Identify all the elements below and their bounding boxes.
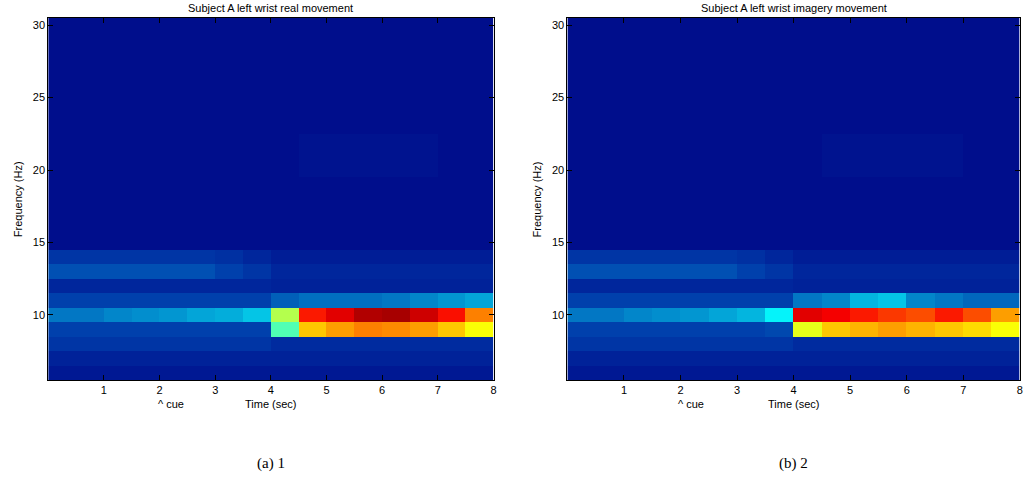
svg-text:Time (sec): Time (sec) — [768, 398, 820, 410]
svg-text:3: 3 — [212, 384, 218, 396]
svg-text:Subject A left wrist imagery m: Subject A left wrist imagery movement — [701, 2, 887, 14]
svg-text:2: 2 — [156, 384, 162, 396]
svg-text:20: 20 — [33, 164, 45, 176]
svg-text:^ cue: ^ cue — [158, 398, 184, 410]
svg-text:5: 5 — [323, 384, 329, 396]
svg-text:7: 7 — [960, 384, 966, 396]
svg-text:1: 1 — [101, 384, 107, 396]
svg-text:8: 8 — [490, 384, 496, 396]
svg-text:5: 5 — [847, 384, 853, 396]
svg-text:4: 4 — [268, 384, 274, 396]
svg-text:30: 30 — [33, 19, 45, 31]
svg-text:15: 15 — [552, 236, 564, 248]
svg-text:20: 20 — [552, 164, 564, 176]
svg-text:25: 25 — [552, 91, 564, 103]
svg-text:Subject A left wrist real move: Subject A left wrist real movement — [188, 2, 353, 14]
svg-text:(a) 1: (a) 1 — [257, 455, 285, 472]
svg-text:Time (sec): Time (sec) — [245, 398, 297, 410]
svg-text:4: 4 — [791, 384, 797, 396]
svg-text:6: 6 — [904, 384, 910, 396]
svg-text:25: 25 — [33, 91, 45, 103]
svg-text:8: 8 — [1017, 384, 1023, 396]
svg-text:^ cue: ^ cue — [678, 398, 704, 410]
svg-text:Frequency (Hz): Frequency (Hz) — [12, 161, 24, 237]
svg-text:7: 7 — [435, 384, 441, 396]
svg-text:3: 3 — [734, 384, 740, 396]
svg-text:30: 30 — [552, 19, 564, 31]
svg-text:10: 10 — [33, 309, 45, 321]
svg-text:6: 6 — [379, 384, 385, 396]
svg-text:Frequency (Hz): Frequency (Hz) — [531, 162, 543, 238]
svg-text:1: 1 — [621, 384, 627, 396]
svg-text:15: 15 — [33, 236, 45, 248]
svg-text:(b) 2: (b) 2 — [779, 455, 808, 472]
svg-text:10: 10 — [552, 309, 564, 321]
svg-text:2: 2 — [677, 384, 683, 396]
